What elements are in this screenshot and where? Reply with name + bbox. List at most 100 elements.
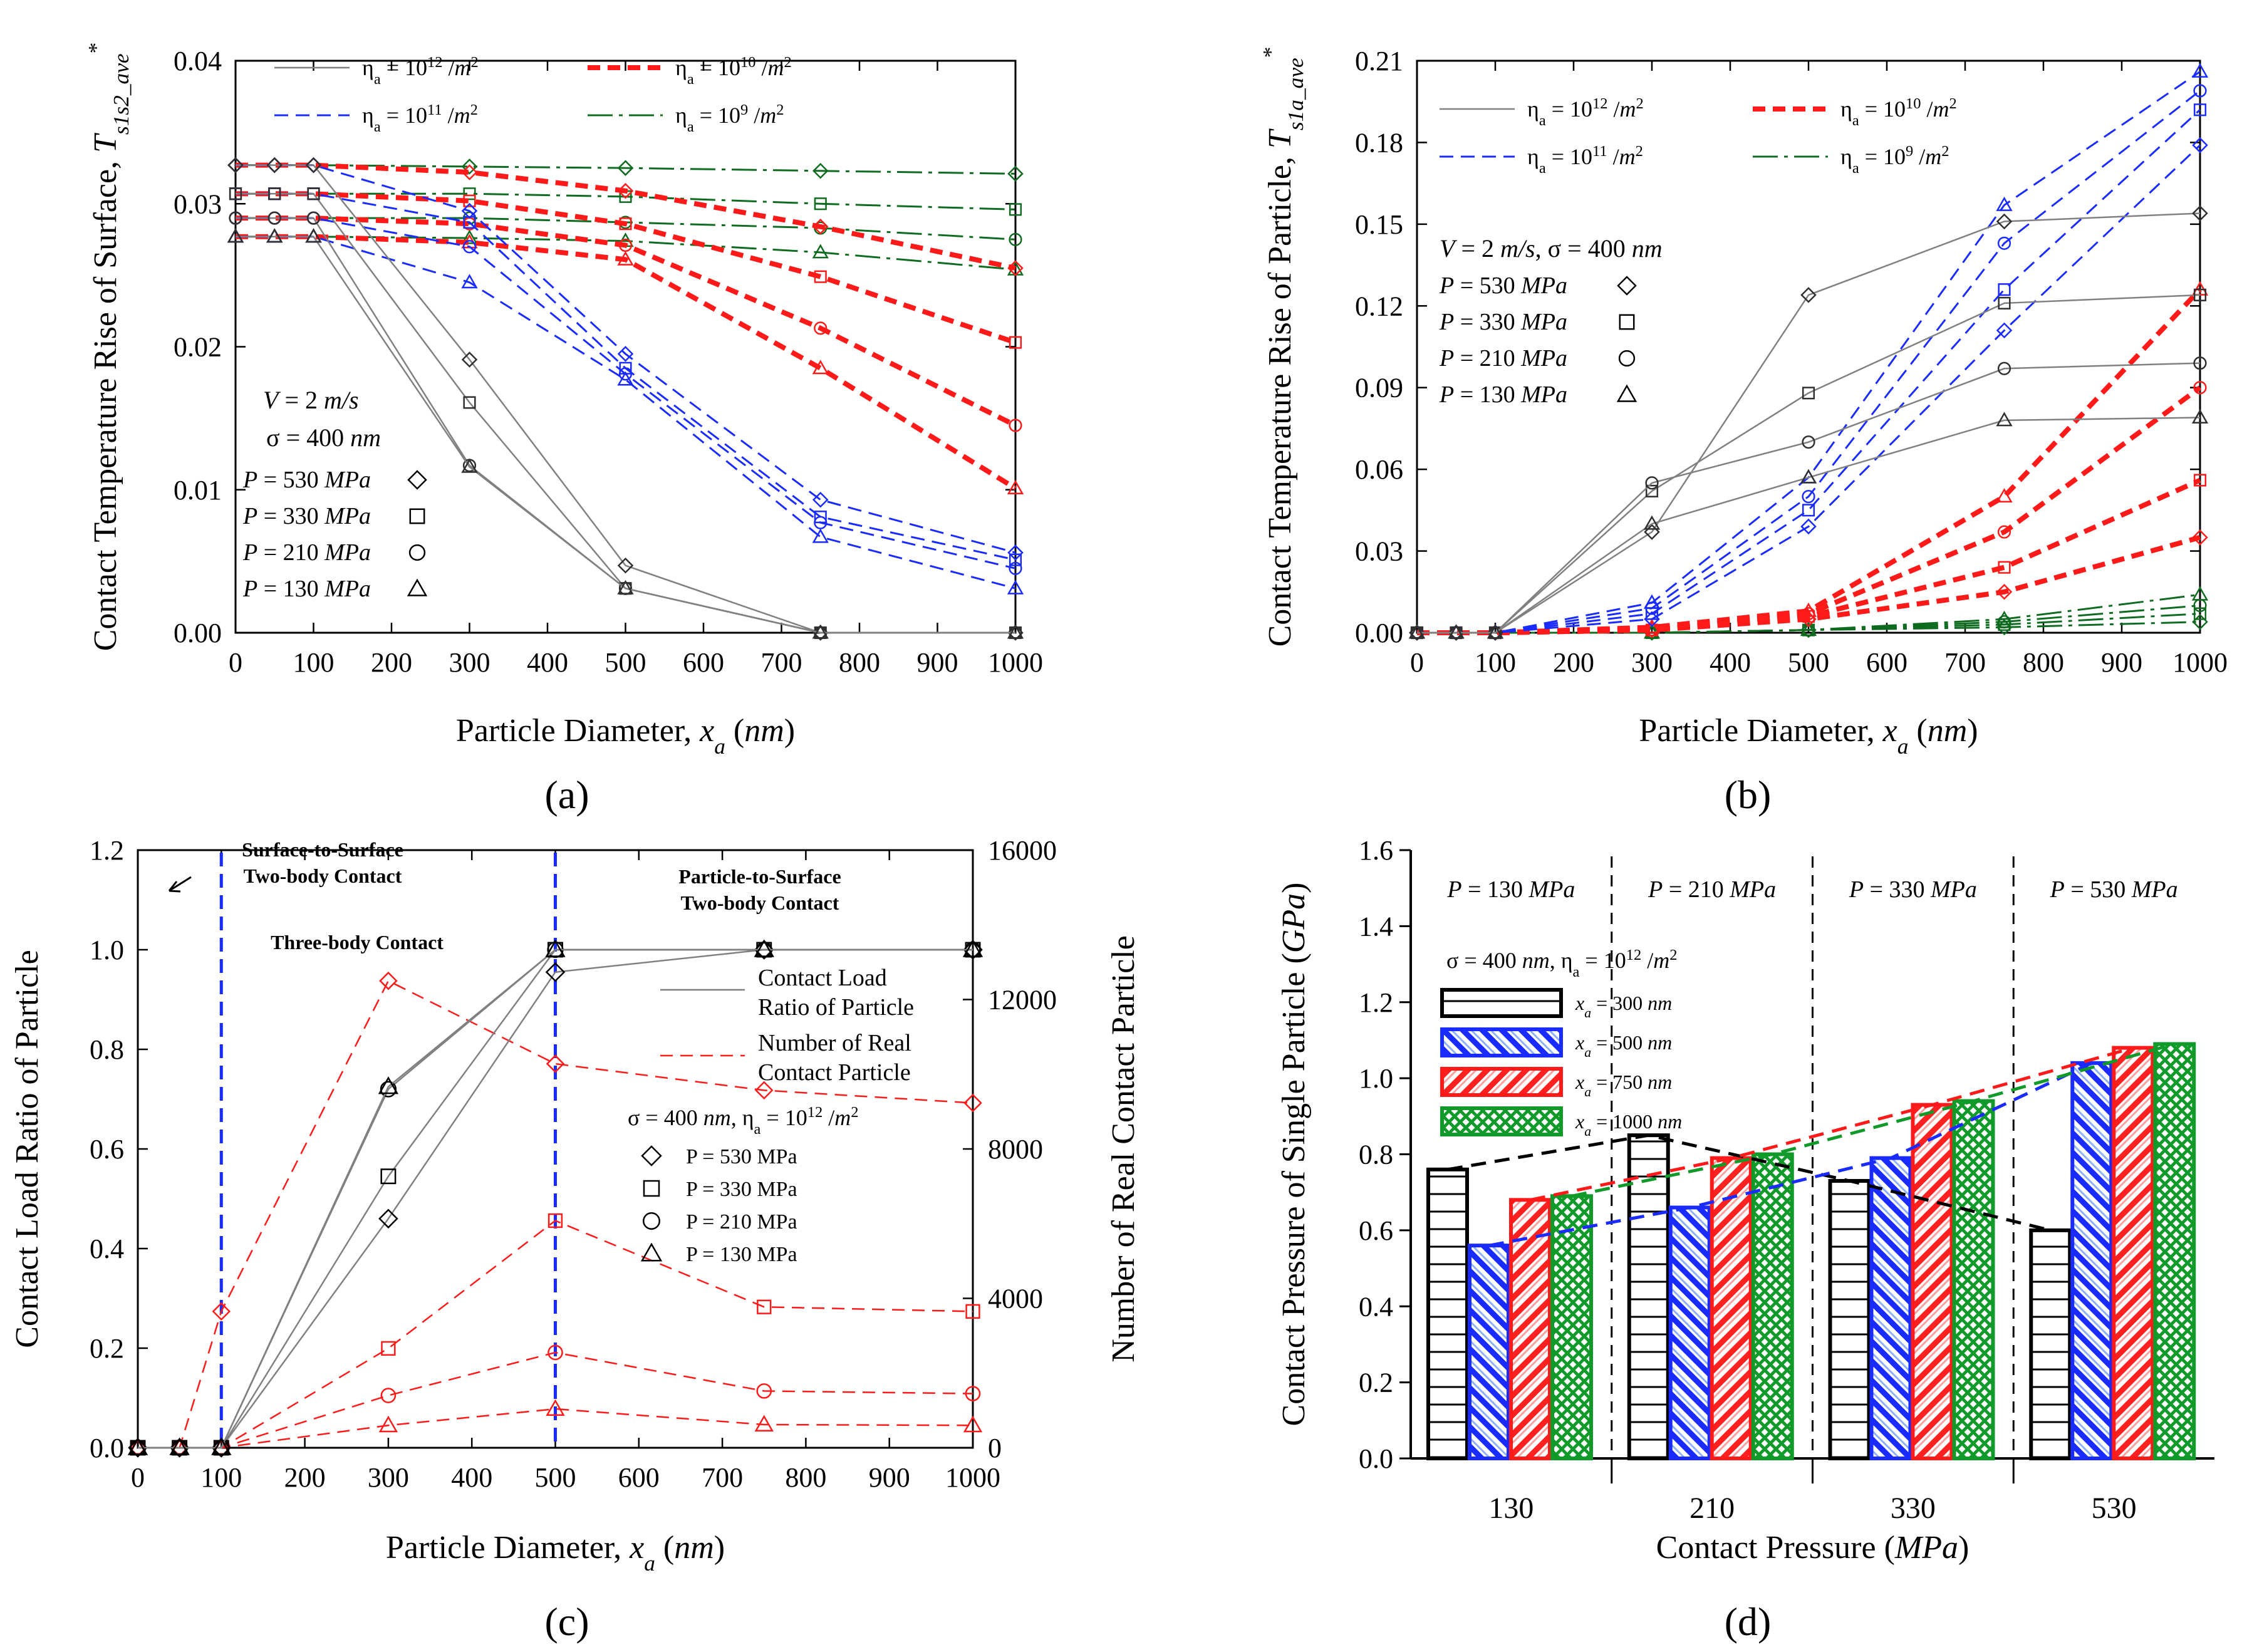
x-tick-label: 900 <box>917 647 958 678</box>
data-point <box>2193 84 2207 98</box>
data-point <box>306 211 321 225</box>
data-point <box>1009 336 1022 349</box>
y-tick-label: 0.03 <box>174 189 222 219</box>
data-point <box>617 371 634 386</box>
data-point <box>754 939 774 957</box>
x-axis-label: Particle Diameter, xa (nm) <box>456 713 795 759</box>
data-point <box>305 228 322 243</box>
annotation-arrow <box>168 876 192 893</box>
data-point <box>963 1093 982 1113</box>
series-line-eta1e11-p530 <box>236 164 1016 554</box>
y2-tick-label: 8000 <box>988 1134 1043 1165</box>
data-point <box>2193 356 2207 370</box>
group-label-130: P = 130 MPa <box>1446 876 1575 903</box>
data-point <box>462 240 477 254</box>
category-label-210: 210 <box>1689 1492 1735 1525</box>
x-tick-label: 900 <box>2101 647 2142 678</box>
data-point <box>619 217 632 231</box>
data-point <box>266 228 283 243</box>
x-tick-label: 700 <box>761 647 802 678</box>
y-tick-label: 0.04 <box>174 46 222 76</box>
data-point <box>1007 579 1024 595</box>
data-point <box>169 1437 190 1455</box>
data-point <box>227 157 244 174</box>
data-point <box>2193 103 2207 117</box>
data-point <box>1998 296 2011 309</box>
panel-d: 0.0 0.2 0.4 0.6 0.8 1.0 1.2 1.4 1.6 P = 130 MPa 13… <box>1276 835 2214 1644</box>
data-point <box>548 1213 563 1229</box>
x-tick-label: 1000 <box>988 647 1043 678</box>
legend-label-p210: P = 210 MPa <box>1439 345 1567 371</box>
data-point <box>268 187 281 200</box>
data-point <box>1800 602 1817 617</box>
data-point <box>1643 594 1661 609</box>
y-tick-label: 0.12 <box>1355 291 1403 321</box>
y-tick-label: 0.0 <box>1359 1443 1393 1474</box>
legend-marker-circle <box>1618 350 1636 367</box>
legend-label-2: xa = 750 nm <box>1575 1071 1672 1099</box>
data-point <box>754 1415 774 1432</box>
data-point <box>812 491 829 508</box>
panel-label-a: (a) <box>544 772 589 817</box>
data-point <box>463 216 476 229</box>
legend-label-p2: P = 210 MPa <box>686 1210 797 1234</box>
legend-label-real-contact-2: Contact Particle <box>758 1059 911 1086</box>
data-point <box>617 346 634 362</box>
data-point <box>1487 624 1504 639</box>
legend-marker-square <box>1619 314 1635 330</box>
category-label-130: 130 <box>1488 1492 1534 1525</box>
panel-c: 0 100 200 300 400 500 600 700 800 900 1000 0.0 0.2 0.… <box>9 835 1141 1644</box>
legend-label-p3: P = 130 MPa <box>686 1243 797 1266</box>
data-point <box>1998 283 2011 296</box>
x-tick-label: 600 <box>683 647 724 678</box>
data-point <box>2191 281 2209 296</box>
data-point <box>1996 412 2013 427</box>
data-point <box>814 321 828 335</box>
data-point <box>546 1399 565 1416</box>
data-point <box>378 1208 398 1229</box>
series-line-eta1e10-p330 <box>236 191 1017 345</box>
data-point <box>227 228 244 243</box>
condition-speed-roughness: V = 2 m/s, σ = 400 nm <box>1440 234 1663 262</box>
data-point <box>814 270 827 283</box>
data-point <box>1643 618 1661 633</box>
legend-label-load-ratio-1: Contact Load <box>758 965 887 991</box>
y-tick-label: 0.18 <box>1355 127 1403 158</box>
series-line-eta1e10-p530 <box>1417 534 2201 635</box>
legend-label-p130: P = 130 MPa <box>1439 382 1567 408</box>
legend-label-eta-10: ηa = 1010 /m2 <box>675 54 792 88</box>
x-tick-label: 500 <box>605 647 646 678</box>
data-point <box>461 164 478 180</box>
data-point <box>754 1081 774 1100</box>
data-point <box>617 557 634 574</box>
data-point <box>1448 624 1465 639</box>
data-point <box>461 158 478 175</box>
data-point <box>546 1054 565 1073</box>
data-point <box>2192 529 2208 546</box>
x-tick-label: 400 <box>1710 647 1751 678</box>
y-tick-label: 0.4 <box>1359 1291 1393 1322</box>
data-point <box>812 162 829 179</box>
y-tick-label: 1.2 <box>1359 987 1393 1018</box>
y2-tick-label: 0 <box>988 1433 1002 1463</box>
legend-label-p210: P = 210 MPa <box>242 539 371 566</box>
legend-label-eta-12: ηa = 1012 /m2 <box>1527 95 1644 129</box>
y-tick-label: 1.0 <box>1359 1063 1393 1094</box>
y-tick-label: 0.21 <box>1355 46 1403 76</box>
panel-b: 0 100 200 300 400 500 600 700 800 900 1000 0.00 0.03… <box>1258 46 2228 817</box>
x-tick-label: 100 <box>1475 647 1516 678</box>
data-point <box>756 1383 772 1399</box>
y-tick-label: 1.4 <box>1359 911 1393 942</box>
x-tick-label: 600 <box>618 1462 660 1493</box>
data-point <box>1645 484 1659 497</box>
y-tick-label: 0.2 <box>1359 1368 1393 1398</box>
y-tick-label: 1.2 <box>90 835 124 866</box>
data-point <box>2193 288 2207 301</box>
series-line-eta1e9-p130 <box>236 236 1016 271</box>
data-point <box>1009 553 1022 566</box>
bar-3-330 <box>1952 1099 1995 1460</box>
series-line-eta1e10-p130 <box>1417 288 2202 635</box>
condition-roughness-density: σ = 400 nm, ηa = 1012 /m2 <box>628 1104 858 1138</box>
y-tick-label: 0.06 <box>1355 454 1403 485</box>
x-tick-label: 0 <box>1410 647 1424 678</box>
